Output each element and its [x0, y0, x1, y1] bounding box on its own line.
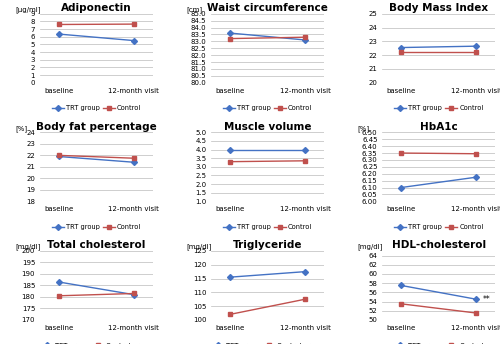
- Title: Body Mass Index: Body Mass Index: [389, 3, 488, 13]
- Title: HbA1c: HbA1c: [420, 121, 458, 132]
- Title: Body fat percentage: Body fat percentage: [36, 121, 156, 132]
- Text: **: **: [482, 295, 490, 304]
- Legend: TRT group, Control: TRT group, Control: [52, 105, 141, 111]
- Title: Muscle volume: Muscle volume: [224, 121, 311, 132]
- Title: Total cholesterol: Total cholesterol: [47, 240, 146, 250]
- Title: HDL-cholesterol: HDL-cholesterol: [392, 240, 486, 250]
- Legend: TRT group, Control: TRT group, Control: [394, 224, 484, 230]
- Legend: TRT group, Control: TRT group, Control: [394, 105, 484, 111]
- Text: [cm]: [cm]: [186, 6, 202, 13]
- Text: [mg/dl]: [mg/dl]: [15, 244, 40, 250]
- Legend: TRT group, Control group: TRT group, Control group: [41, 343, 152, 344]
- Legend: TRT group, Control group: TRT group, Control group: [212, 343, 323, 344]
- Legend: TRT group, Control: TRT group, Control: [52, 224, 141, 230]
- Text: [%]: [%]: [358, 125, 370, 132]
- Text: [mg/dl]: [mg/dl]: [186, 244, 212, 250]
- Legend: TRT group, Control: TRT group, Control: [394, 343, 484, 344]
- Text: [μg/ml]: [μg/ml]: [15, 6, 40, 13]
- Title: Triglyceride: Triglyceride: [233, 240, 302, 250]
- Text: [%]: [%]: [15, 125, 28, 132]
- Title: Adiponectin: Adiponectin: [61, 3, 132, 13]
- Legend: TRT group, Control: TRT group, Control: [223, 224, 312, 230]
- Text: [mg/dl]: [mg/dl]: [358, 244, 383, 250]
- Title: Waist circumference: Waist circumference: [207, 3, 328, 13]
- Legend: TRT group, Control: TRT group, Control: [223, 105, 312, 111]
